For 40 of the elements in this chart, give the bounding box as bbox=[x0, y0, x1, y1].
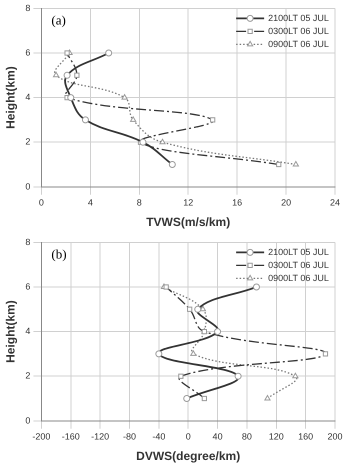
y-tick-label: 2 bbox=[25, 136, 30, 147]
x-tick-label: -160 bbox=[62, 432, 80, 442]
x-tick-label: 16 bbox=[232, 198, 242, 208]
y-tick-label: 0 bbox=[25, 181, 30, 192]
x-tick-label: 0 bbox=[38, 198, 44, 208]
x-tick-label: 0 bbox=[186, 432, 191, 442]
x-tick-label: -120 bbox=[91, 432, 110, 442]
x-tick-label: -80 bbox=[122, 432, 136, 442]
x-tick-label: -200 bbox=[32, 432, 50, 442]
y-tick-label: 8 bbox=[25, 236, 30, 247]
legend-label: 0300LT 06 JUL bbox=[268, 260, 329, 270]
legend-label: 2100LT 05 JUL bbox=[268, 246, 329, 257]
legend-label: 2100LT 05 JUL bbox=[268, 12, 329, 23]
x-tick-label: -40 bbox=[152, 432, 166, 442]
y-tick-label: 6 bbox=[25, 47, 30, 58]
legend-label: 0900LT 06 JUL bbox=[268, 272, 329, 283]
x-tick-label: 24 bbox=[330, 198, 340, 208]
x-tick-label: 200 bbox=[327, 432, 343, 442]
x-tick-label: 40 bbox=[212, 432, 223, 442]
x-tick-label: 20 bbox=[281, 198, 292, 208]
legend-label: 0300LT 06 JUL bbox=[268, 26, 329, 36]
y-tick-label: 4 bbox=[25, 326, 30, 336]
y-tick-label: 0 bbox=[25, 415, 30, 426]
x-tick-label: 12 bbox=[183, 198, 194, 208]
y-axis-title: Height(km) bbox=[4, 300, 18, 363]
legend-label: 0900LT 06 JUL bbox=[268, 38, 329, 49]
y-axis-title: Height(km) bbox=[4, 66, 18, 129]
x-axis-title: TVWS(m/s/km) bbox=[146, 215, 230, 230]
annotation: (b) bbox=[51, 246, 67, 262]
x-axis-title: DVWS(degree/km) bbox=[136, 449, 240, 464]
y-tick-label: 6 bbox=[25, 281, 30, 292]
x-tick-label: 8 bbox=[136, 198, 142, 208]
x-tick-label: 80 bbox=[242, 432, 252, 442]
x-tick-label: 120 bbox=[268, 432, 284, 442]
y-tick-label: 4 bbox=[25, 92, 30, 102]
y-tick-label: 8 bbox=[25, 2, 30, 13]
annotation: (a) bbox=[51, 12, 66, 28]
x-tick-label: 160 bbox=[298, 432, 314, 442]
y-tick-label: 2 bbox=[25, 370, 30, 381]
x-tick-label: 4 bbox=[88, 198, 93, 208]
